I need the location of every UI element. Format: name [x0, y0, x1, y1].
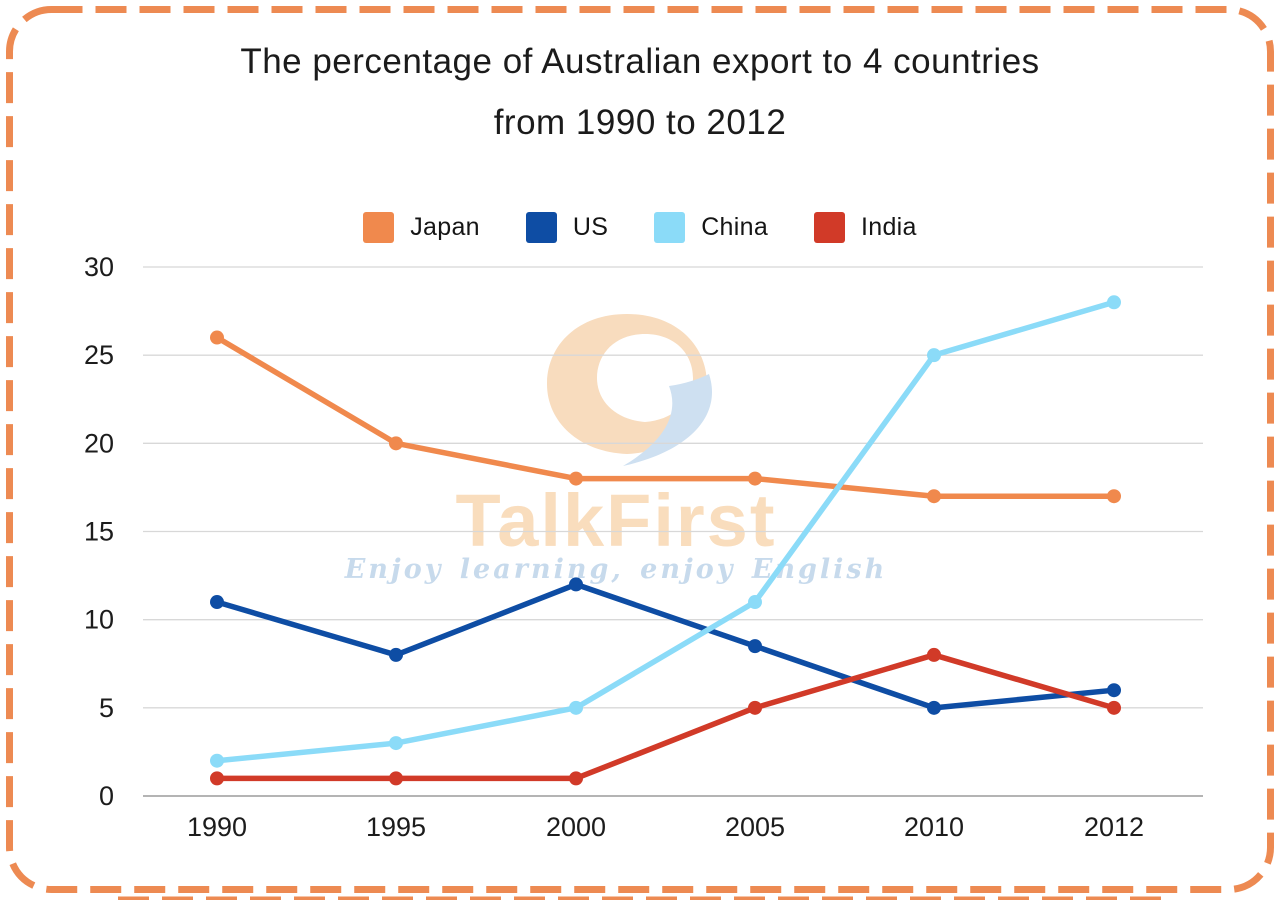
y-axis-label: 15: [84, 517, 114, 547]
data-point-china: [927, 348, 941, 363]
data-point-china: [1107, 295, 1121, 310]
x-axis-label: 1995: [366, 812, 426, 842]
x-axis-label: 2005: [725, 812, 785, 842]
legend-label-china: China: [701, 213, 769, 241]
series-line-us: [214, 581, 1117, 711]
data-point-india: [389, 771, 403, 786]
series-china: [210, 295, 1121, 768]
legend-item-india: India: [814, 212, 917, 243]
page-title: The percentage of Australian export to 4…: [0, 44, 1280, 140]
data-point-china: [748, 595, 762, 610]
legend-label-japan: Japan: [410, 213, 480, 241]
dashed-border: [6, 6, 1274, 893]
y-axis-label: 10: [84, 605, 114, 635]
legend: Japan US China India: [0, 212, 1280, 243]
data-point-us: [748, 639, 762, 654]
legend-item-china: China: [654, 212, 768, 243]
x-axis-label: 2000: [546, 812, 606, 842]
series-line-japan: [214, 334, 1117, 499]
y-axis-label: 0: [99, 781, 114, 811]
data-point-india: [748, 700, 762, 715]
legend-swatch-india: [814, 212, 846, 243]
legend-label-us: US: [572, 213, 609, 241]
y-axis-label: 5: [99, 693, 114, 723]
legend-swatch-china: [654, 212, 686, 243]
data-point-india: [569, 771, 583, 786]
data-point-us: [1107, 683, 1121, 698]
data-point-japan: [1107, 489, 1121, 504]
data-point-japan: [748, 471, 762, 486]
data-point-us: [389, 647, 403, 662]
y-axis-label: 30: [84, 252, 114, 282]
data-point-china: [389, 736, 403, 751]
x-axis-label: 2010: [904, 812, 964, 842]
data-point-india: [210, 771, 224, 786]
legend-item-us: US: [525, 212, 609, 243]
data-point-us: [569, 577, 583, 592]
data-point-india: [1107, 700, 1121, 715]
title-line-1: The percentage of Australian export to 4…: [240, 42, 1040, 81]
y-axis-label: 25: [84, 340, 114, 370]
series-line-india: [214, 652, 1117, 782]
data-point-japan: [389, 436, 403, 451]
legend-swatch-us: [525, 212, 557, 243]
data-point-japan: [569, 471, 583, 486]
data-point-india: [927, 647, 941, 662]
x-axis-labels: 1990 1995 2000 2005 2010 2012: [187, 812, 1144, 842]
title-line-2: from 1990 to 2012: [493, 103, 787, 142]
series-line-china: [214, 299, 1117, 764]
legend-swatch-japan: [363, 212, 395, 243]
data-point-japan: [927, 489, 941, 504]
legend-label-india: India: [861, 213, 917, 241]
y-axis-label: 20: [84, 428, 114, 458]
x-axis-label: 2012: [1084, 812, 1144, 842]
data-point-china: [210, 753, 224, 768]
series-india: [210, 647, 1121, 786]
gridlines: 0 5 10 15 20 25 30: [84, 252, 1203, 811]
x-axis-label: 1990: [187, 812, 247, 842]
legend-item-japan: Japan: [363, 212, 480, 243]
data-point-china: [569, 700, 583, 715]
data-point-us: [927, 700, 941, 715]
data-point-us: [210, 595, 224, 610]
series-japan: [210, 330, 1121, 504]
data-point-japan: [210, 330, 224, 345]
series-us: [210, 577, 1121, 715]
